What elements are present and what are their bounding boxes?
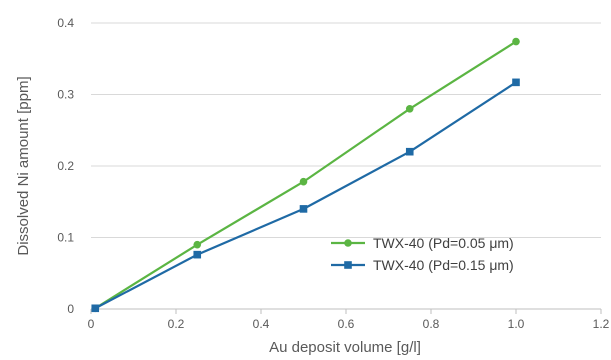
series-0-point-4: [512, 37, 520, 46]
x-tick-label-0: 0: [88, 317, 95, 331]
axes: [90, 308, 602, 314]
legend-marker-0: [344, 239, 352, 247]
x-tick-label-3: 0.6: [338, 317, 355, 331]
series-0-point-1: [193, 240, 202, 249]
y-tick-label-0: 0: [67, 302, 74, 316]
legend: TWX-40 (Pd=0.05 μm) TWX-40 (Pd=0.15 μm): [331, 235, 514, 273]
series-1-point-2: [299, 205, 308, 213]
series-1-point-1: [193, 250, 202, 259]
series-0-point-3: [405, 105, 414, 113]
series-1-point-0: [91, 304, 100, 313]
x-tick-label-4: 0.8: [423, 317, 440, 331]
series-group: [91, 37, 520, 313]
y-axis-title: Dissolved Ni amount [ppm]: [15, 76, 32, 255]
series-1-point-3: [405, 147, 414, 156]
legend-label-1: TWX-40 (Pd=0.15 μm): [373, 257, 514, 273]
series-line-1: [94, 81, 517, 310]
x-tick-label-2: 0.4: [253, 317, 270, 331]
y-tick-label-1: 0.1: [57, 231, 74, 245]
y-tick-label-2: 0.2: [57, 159, 74, 173]
x-tick-label-6: 1.2: [593, 317, 610, 331]
legend-label-0: TWX-40 (Pd=0.05 μm): [373, 235, 514, 251]
tick-labels: 0 0.1 0.2 0.3 0.4 0 0.2 0.4 0.6 0.8 1.0 1.2: [57, 16, 609, 331]
series-0-point-2: [299, 177, 308, 186]
x-axis-title: Au deposit volume [g/l]: [269, 339, 421, 356]
series-1-point-4: [512, 78, 520, 87]
x-tick-label-5: 1.0: [508, 317, 525, 331]
y-tick-label-3: 0.3: [57, 88, 74, 102]
y-tick-label-4: 0.4: [57, 16, 74, 30]
x-tick-label-1: 0.2: [168, 317, 185, 331]
legend-marker-1: [344, 261, 352, 269]
gridlines: [91, 22, 601, 238]
